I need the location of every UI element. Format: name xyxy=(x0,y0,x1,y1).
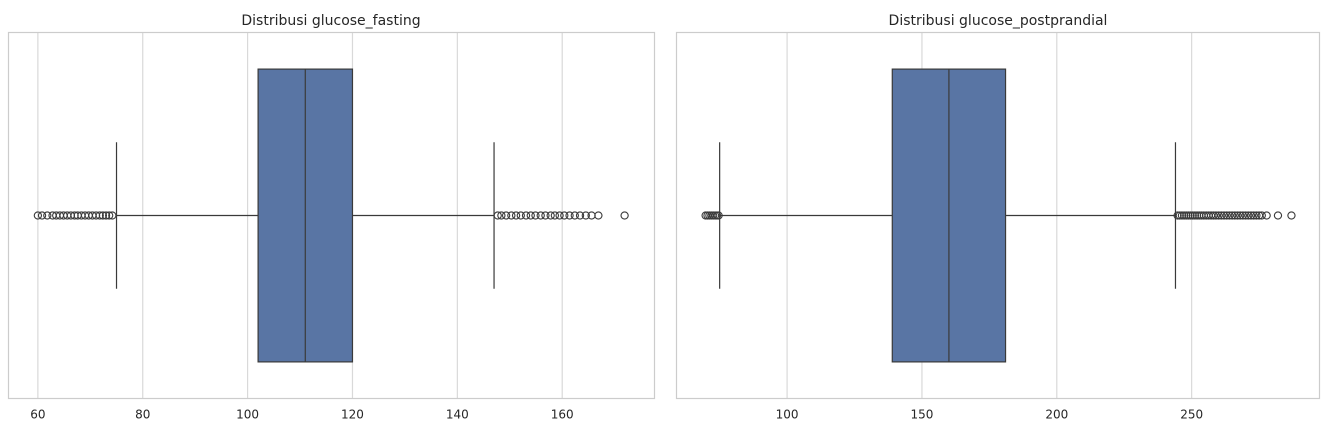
outlier-point xyxy=(497,211,506,220)
outlier-point xyxy=(1173,211,1182,220)
x-axis-ticks: 60 80 100 120 140 160 xyxy=(30,408,573,422)
outlier-point xyxy=(1209,211,1218,220)
outlier-point xyxy=(1249,211,1258,220)
panel-glucose-postprandial: Distribusi glucose_postprandial 100 150 20… xyxy=(675,13,1321,422)
plot-marks xyxy=(701,68,1296,363)
outlier-point xyxy=(1182,211,1191,220)
outlier-point xyxy=(1225,211,1234,220)
outlier-point xyxy=(536,211,545,220)
x-tick-label: 160 xyxy=(551,408,574,422)
outlier-point xyxy=(1241,211,1250,220)
x-tick-label: 80 xyxy=(135,408,150,422)
panel-glucose-fasting: Distribusi glucose_fasting 60 80 100 120 140… xyxy=(7,13,656,422)
outlier-point xyxy=(546,211,555,220)
x-tick-label: 60 xyxy=(30,408,45,422)
outlier-point xyxy=(1287,211,1296,220)
outlier-point xyxy=(501,211,511,220)
outlier-point xyxy=(1184,211,1193,220)
outlier-point xyxy=(1273,211,1283,220)
x-tick-label: 140 xyxy=(446,408,469,422)
outlier-point xyxy=(1175,211,1184,220)
outlier-point xyxy=(1179,211,1189,220)
plot-frame xyxy=(675,31,1321,400)
x-tick-label: 120 xyxy=(341,408,364,422)
outlier-point xyxy=(1246,211,1256,220)
outlier-point xyxy=(516,211,525,220)
outlier-point xyxy=(33,211,43,220)
outlier-point xyxy=(594,211,603,220)
outlier-point xyxy=(1230,211,1239,220)
outlier-point xyxy=(541,211,550,220)
chart-title: Distribusi glucose_postprandial xyxy=(889,13,1108,29)
outlier-point xyxy=(1233,211,1242,220)
outlier-point xyxy=(1262,211,1271,220)
x-tick-label: 200 xyxy=(1045,408,1068,422)
outlier-point xyxy=(521,211,531,220)
plot-frame xyxy=(7,31,656,400)
plot-marks xyxy=(33,68,629,363)
outlier-point xyxy=(570,211,579,220)
outlier-point xyxy=(1227,211,1237,220)
outlier-point xyxy=(493,211,502,220)
outlier-point xyxy=(1236,211,1245,220)
outlier-point xyxy=(1190,211,1200,220)
outlier-point xyxy=(98,211,108,220)
outlier-point xyxy=(581,211,590,220)
outlier-point xyxy=(507,211,516,220)
outlier-point xyxy=(105,211,114,220)
outlier-point xyxy=(714,211,723,220)
outlier-point xyxy=(1222,211,1231,220)
outlier-point xyxy=(550,211,560,220)
outlier-point xyxy=(555,211,564,220)
outlier-point xyxy=(1219,211,1229,220)
outlier-point xyxy=(526,211,535,220)
outlier-point xyxy=(575,211,585,220)
outlier-point xyxy=(95,211,104,220)
outlier-point xyxy=(1177,211,1187,220)
outlier-point xyxy=(565,211,574,220)
outlier-point xyxy=(1244,211,1253,220)
outlier-point xyxy=(511,211,521,220)
x-tick-label: 250 xyxy=(1180,408,1203,422)
x-tick-label: 100 xyxy=(236,408,259,422)
outlier-point xyxy=(560,211,569,220)
outlier-point xyxy=(531,211,540,220)
outlier-point xyxy=(37,211,47,220)
outlier-point xyxy=(1211,211,1221,220)
x-tick-label: 100 xyxy=(776,408,799,422)
outlier-point xyxy=(1238,211,1248,220)
x-tick-label: 150 xyxy=(910,408,933,422)
outlier-point xyxy=(1252,211,1261,220)
outlier-point xyxy=(620,211,629,220)
outlier-point xyxy=(1186,211,1195,220)
outlier-point xyxy=(1188,211,1197,220)
outlier-point xyxy=(43,211,52,220)
outlier-point xyxy=(108,211,117,220)
outlier-point xyxy=(1257,211,1266,220)
outlier-point xyxy=(1217,211,1226,220)
x-axis-ticks: 100 150 200 250 xyxy=(776,408,1203,422)
outlier-point xyxy=(101,211,111,220)
chart-title: Distribusi glucose_fasting xyxy=(241,13,420,29)
outlier-point xyxy=(1214,211,1223,220)
